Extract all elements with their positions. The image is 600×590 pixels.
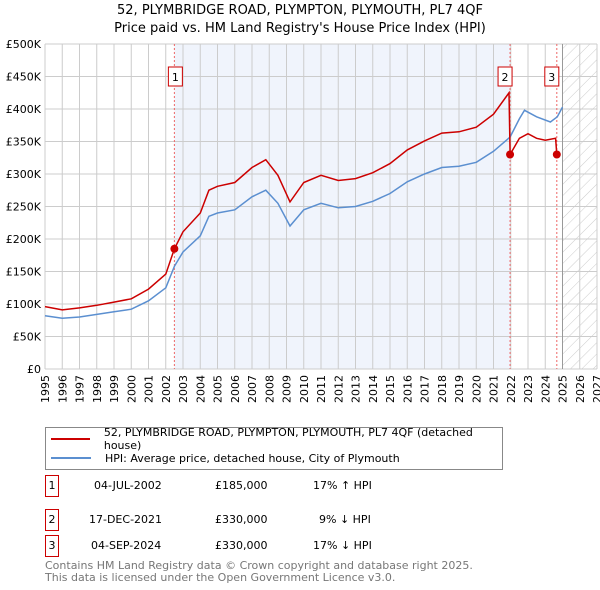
transaction-hpi: 17% ↓ HPI [313,539,372,552]
legend-swatch-hpi [51,457,91,459]
x-tick-label: 2021 [488,375,501,403]
x-tick-label: 1995 [39,375,52,403]
transaction-price: £185,000 [215,479,268,492]
legend-label-property: 52, PLYMBRIDGE ROAD, PLYMPTON, PLYMOUTH,… [103,426,473,452]
y-tick-label: £50K [13,331,42,344]
legend-label-hpi: HPI: Average price, detached house, City… [105,451,400,465]
x-tick-label: 2016 [401,375,414,403]
sale-label: 3 [548,71,555,84]
transaction-date: 04-JUL-2002 [94,479,162,492]
property-price-line [44,90,558,311]
chart-title: 52, PLYMBRIDGE ROAD, PLYMPTON, PLYMOUTH,… [117,3,483,18]
x-tick-label: 2019 [453,375,466,403]
y-tick-label: £400K [6,103,42,116]
transaction-row: 1 04-JUL-2002 £185,000 17% ↑ HPI [45,475,445,497]
transaction-price: £330,000 [215,513,268,526]
x-tick-label: 2023 [522,375,535,403]
x-tick-label: 2010 [298,375,311,403]
y-tick-label: £300K [6,168,42,181]
x-tick-label: 1998 [91,375,104,403]
legend-swatch-property [51,438,90,440]
transaction-price: £330,000 [215,539,268,552]
transaction-number: 1 [45,475,59,497]
y-tick-label: £100K [6,298,42,311]
x-tick-label: 2015 [384,375,397,403]
sale-point [506,150,515,159]
sale-label: 2 [502,71,509,84]
y-tick-label: £350K [6,136,42,149]
sale-point [170,244,179,253]
transaction-number: 2 [45,509,59,531]
chart-legend: 52, PLYMBRIDGE ROAD, PLYMPTON, PLYMOUTH,… [45,426,503,470]
sale-label-box [497,66,513,87]
x-tick-label: 2025 [557,375,570,403]
x-tick-label: 2018 [436,375,449,403]
x-tick-label: 2001 [143,375,156,403]
x-tick-label: 2027 [591,375,600,403]
x-tick-label: 2011 [315,375,328,403]
x-tick-label: 2007 [246,375,259,403]
x-tick-label: 2024 [539,375,552,403]
x-tick-label: 2009 [281,375,294,403]
y-tick-label: £500K [6,38,42,51]
x-tick-label: 2004 [194,375,207,403]
y-tick-label: £0 [27,363,41,376]
transaction-date: 04-SEP-2024 [91,539,162,552]
x-tick-label: 2000 [125,375,138,403]
y-tick-label: £200K [6,233,42,246]
transaction-hpi: 17% ↑ HPI [313,479,372,492]
x-tick-label: 2008 [263,375,276,403]
x-tick-label: 2026 [574,375,587,403]
y-tick-label: £150K [6,266,42,279]
x-tick-label: 2020 [470,375,483,403]
price-chart: 1995 1996 1997 1998 1999 2000 2001 2002 2003 2004… [6,38,600,403]
x-tick-label: 2022 [505,375,518,403]
sale-label-box [167,66,183,87]
transaction-date: 17-DEC-2021 [89,513,163,526]
x-tick-label: 2012 [332,375,345,403]
chart-subtitle: Price paid vs. HM Land Registry's House … [114,21,486,36]
footer-line: This data is licensed under the Open Gov… [45,571,396,584]
x-tick-label: 2002 [160,375,173,403]
transaction-hpi: 9% ↓ HPI [319,513,371,526]
footer: Contains HM Land Registry data © Crown c… [45,560,473,584]
x-tick-label: 2006 [229,375,242,403]
x-tick-label: 1999 [108,375,121,403]
sale-label: 1 [172,71,179,84]
x-tick-label: 1997 [74,375,87,403]
y-tick-label: £450K [6,71,42,84]
transaction-row: 3 04-SEP-2024 £330,000 17% ↓ HPI [45,535,445,557]
x-tick-label: 2013 [350,375,363,403]
y-tick-label: £250K [6,201,42,214]
sale-label-box [544,66,560,87]
x-tick-label: 2017 [419,375,432,403]
sale-point [552,150,561,159]
x-tick-label: 2003 [177,375,190,403]
transaction-row: 2 17-DEC-2021 £330,000 9% ↓ HPI [45,509,445,531]
x-tick-label: 1996 [56,375,69,403]
transaction-number: 3 [45,535,59,557]
x-tick-label: 2005 [212,375,225,403]
x-tick-label: 2014 [367,375,380,403]
footer-line: Contains HM Land Registry data © Crown c… [45,559,473,572]
